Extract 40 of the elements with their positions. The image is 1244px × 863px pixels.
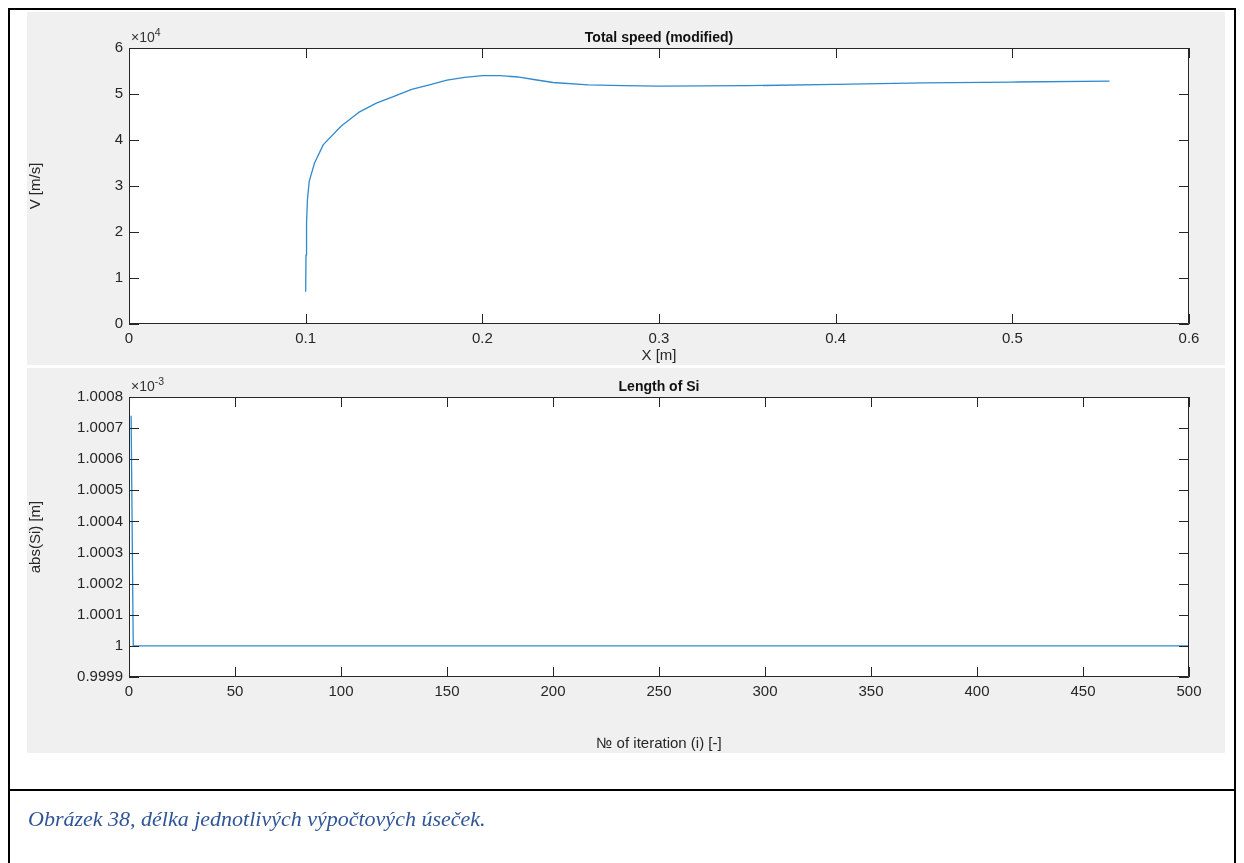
y-tick-label: 4 (114, 130, 123, 148)
y-tick-label: 1 (114, 268, 123, 286)
y-tick-label: 5 (114, 84, 123, 102)
y-tick-label: 1.0002 (77, 573, 123, 591)
y-tick-label: 1.0003 (77, 542, 123, 560)
x-tick-label: 450 (1070, 682, 1096, 700)
chart-title: Length of Si (618, 377, 700, 394)
x-tick-label: 0.5 (1001, 329, 1023, 347)
x-tick-label: 500 (1176, 682, 1202, 700)
text: Obrázek 38, délka jednotlivých výpočtových úseček. (28, 806, 486, 832)
y-tick-label: 6 (114, 38, 123, 56)
y-tick-label: 3 (114, 176, 123, 194)
y-axis-title: abs(Si) [m] (26, 500, 44, 574)
x-tick-label: 400 (964, 682, 990, 700)
x-tick-label: 350 (858, 682, 884, 700)
y-tick-label: 2 (114, 222, 123, 240)
y-axis-title: V [m/s] (26, 162, 44, 210)
x-tick-label: 200 (540, 682, 566, 700)
y-tick-label: 1.0001 (77, 604, 123, 622)
y-tick-label: 1 (114, 636, 123, 654)
x-axis-title: X [m] (641, 346, 677, 364)
y-tick-label: 0 (114, 314, 123, 332)
x-tick-label: 0.4 (825, 329, 847, 347)
x-tick-label: 150 (434, 682, 460, 700)
y-tick-label: 1.0008 (77, 387, 123, 405)
y-tick-label: 0.9999 (77, 667, 123, 685)
x-tick-label: 0.1 (295, 329, 317, 347)
x-tick-label: 0.2 (471, 329, 493, 347)
x-tick-label: 50 (226, 682, 244, 700)
x-axis-title: № of iteration (i) [-] (596, 734, 722, 752)
x-tick-label: 100 (328, 682, 354, 700)
chart-title: Total speed (modified) (584, 28, 734, 45)
y-tick-label: 1.0006 (77, 449, 123, 467)
x-tick-label: 300 (752, 682, 778, 700)
y-tick-label: 1.0004 (77, 511, 123, 529)
x-tick-label: 250 (646, 682, 672, 700)
y-tick-label: 1.0007 (77, 418, 123, 436)
x-tick-label: 0.3 (648, 329, 670, 347)
x-tick-label: 0.6 (1178, 329, 1200, 347)
y-tick-label: 1.0005 (77, 480, 123, 498)
